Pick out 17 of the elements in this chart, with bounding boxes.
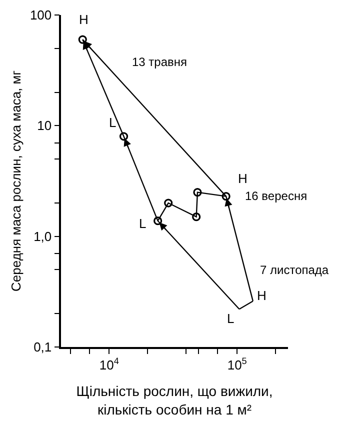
annotation: H: [238, 171, 248, 186]
annotation: L: [139, 216, 146, 231]
annotation: L: [227, 311, 234, 326]
x-tick-label: 10$^{5}$: [227, 356, 247, 372]
annotation: H: [79, 12, 88, 27]
y-tick-label: 10: [37, 118, 52, 134]
x-tick-label: 10$^{4}$: [99, 356, 119, 372]
y-tick-label: 100: [30, 8, 52, 23]
y-tick-label: 1,0: [34, 228, 52, 244]
annotation: 16 вересня: [245, 189, 308, 203]
x-axis-title: Щільність рослин, що вижили, кількість особин на 1 м²: [76, 383, 273, 418]
y-tick-label: 0,1: [34, 340, 52, 355]
annotation: 13 травня: [132, 55, 188, 69]
annotation: 7 листопада: [260, 263, 329, 277]
annotation: L: [109, 115, 116, 130]
annotation: H: [257, 288, 266, 303]
y-axis-title: Середня маса рослин, суха маса, мг: [8, 70, 24, 292]
